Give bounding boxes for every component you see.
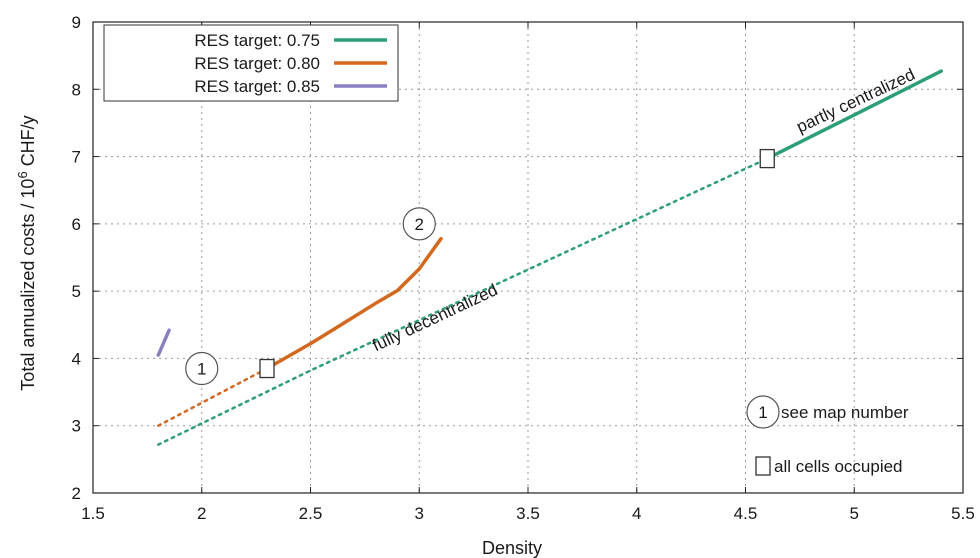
x-tick-label: 5 (850, 504, 859, 523)
notes: 1 see map number all cells occupied (746, 395, 909, 476)
series-2-dotted-line (157, 367, 269, 427)
note-label: all cells occupied (774, 457, 903, 476)
y-tick-label: 6 (72, 215, 81, 234)
x-tick-label: 1.5 (81, 504, 105, 523)
map-marker-label: 2 (415, 215, 424, 234)
note-label: see map number (781, 403, 909, 422)
annotations: fully decentralized partly centralized (369, 65, 918, 356)
note-circle-label: 1 (758, 403, 767, 422)
x-axis-title: Density (482, 538, 542, 558)
note-box-marker (755, 456, 771, 476)
series-2-line (265, 236, 443, 371)
occupied-marker (759, 148, 775, 169)
y-tick-label: 3 (72, 417, 81, 436)
map-marker-circle (402, 207, 436, 241)
y-tick-label: 4 (72, 349, 81, 368)
note-circle-marker (746, 395, 780, 429)
y-axis-title-sup: 6 (15, 171, 30, 178)
legend-label: RES target: 0.80 (194, 54, 320, 73)
y-tick-label: 7 (72, 148, 81, 167)
x-tick-label: 3.5 (516, 504, 540, 523)
legend: RES target: 0.75 RES target: 0.80 RES targ… (103, 24, 399, 102)
legend-label: RES target: 0.85 (194, 77, 320, 96)
map-marker-label: 1 (197, 360, 206, 379)
y-tick-label: 8 (72, 80, 81, 99)
markers: 12 (185, 148, 775, 386)
y-axis-title-main: Total annualized costs / 10 (18, 179, 38, 391)
y-tick-label: 5 (72, 282, 81, 301)
map-marker-circle (185, 351, 219, 386)
series-1-line (765, 69, 944, 161)
x-tick-label: 4 (632, 504, 641, 523)
occupied-marker (259, 358, 275, 379)
x-tick-label: 5.5 (951, 504, 975, 523)
x-tick-label: 3 (415, 504, 424, 523)
legend-label: RES target: 0.75 (194, 31, 320, 50)
x-tick-label: 2 (197, 504, 206, 523)
y-tick-label: 2 (72, 484, 81, 503)
y-tick-label: 9 (72, 13, 81, 32)
y-axis-title-tail: CHF/y (18, 115, 38, 171)
x-tick-label: 4.5 (734, 504, 758, 523)
series-layer (156, 69, 944, 446)
line-annotation: fully decentralized (369, 280, 500, 355)
x-tick-label: 2.5 (299, 504, 323, 523)
line-annotation: partly centralized (793, 65, 917, 137)
y-axis-title: Total annualized costs / 106 CHF/y (15, 115, 38, 390)
series-3-line (156, 328, 171, 357)
